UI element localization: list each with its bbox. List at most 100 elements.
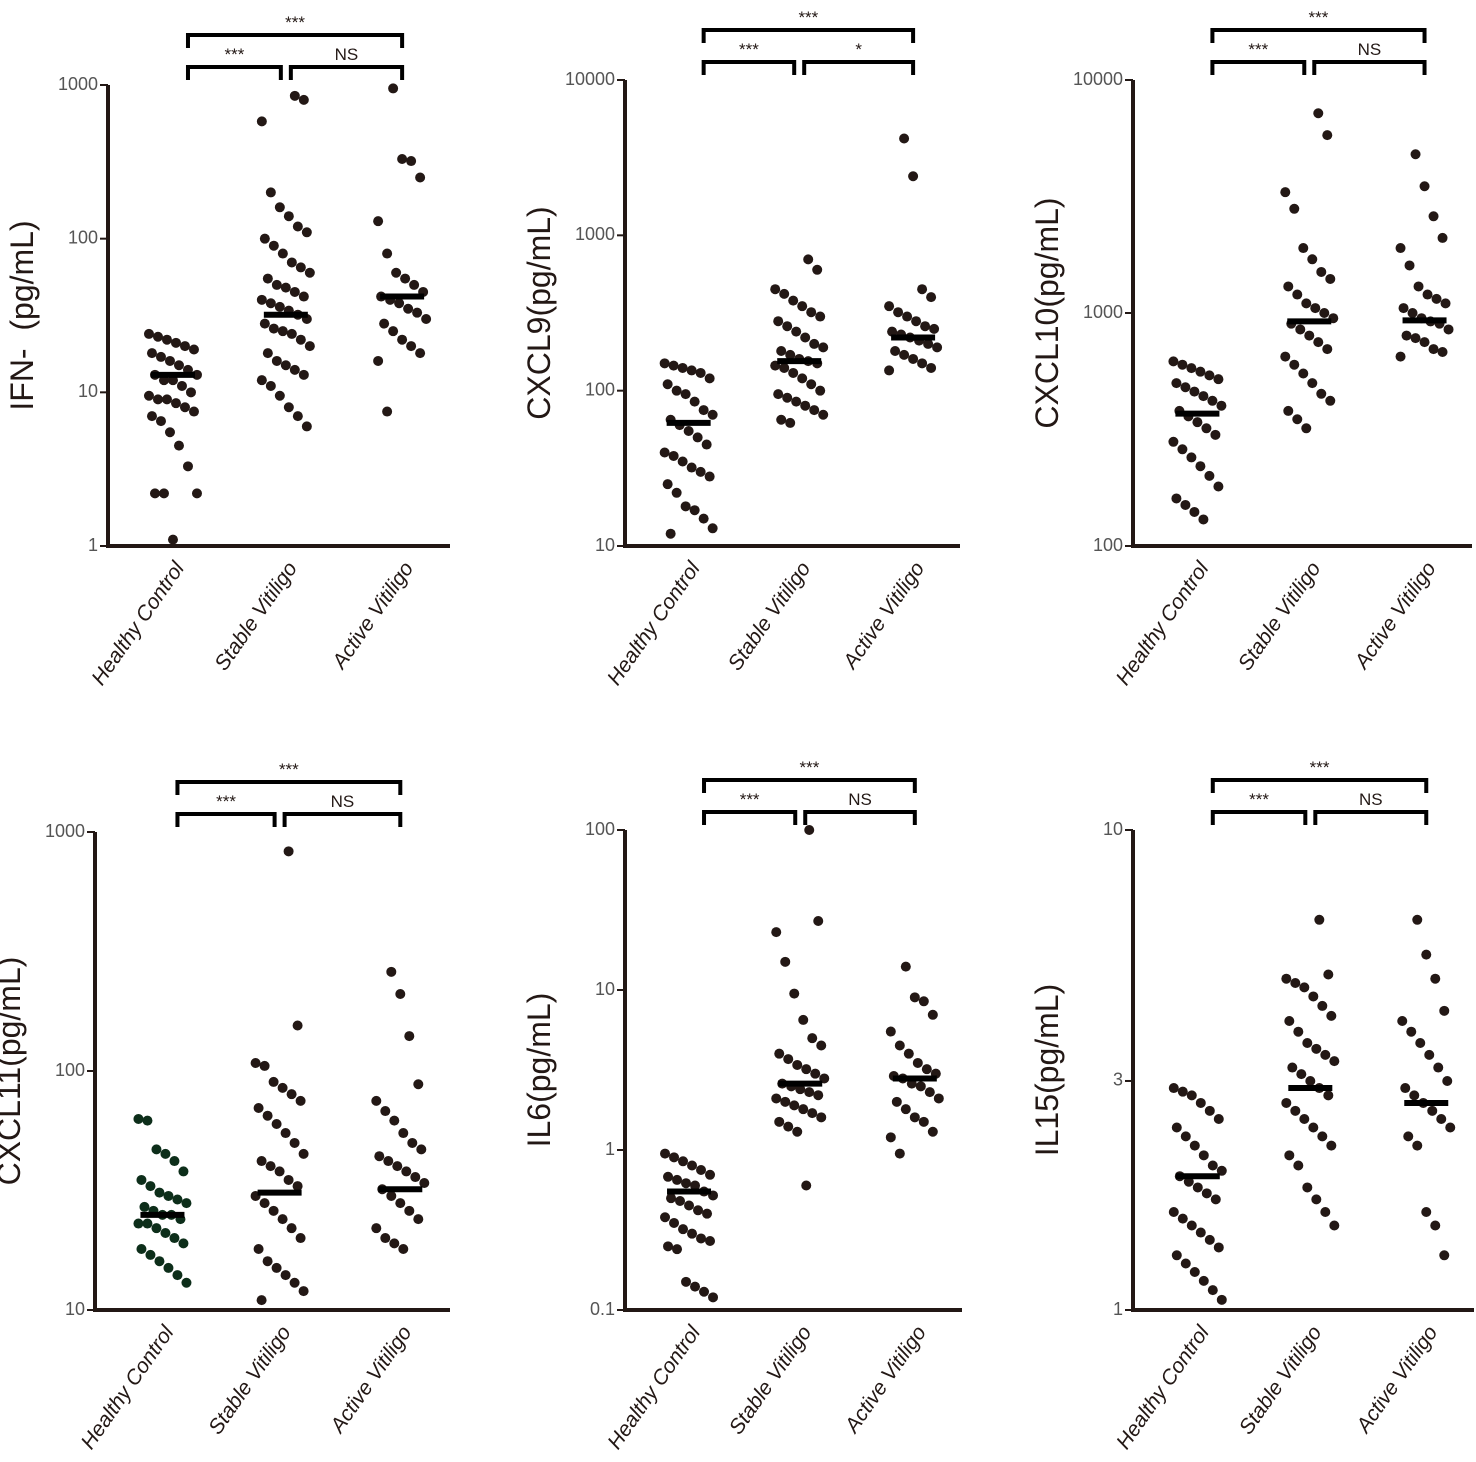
data-point [776,346,787,357]
data-point [179,402,190,413]
data-point [788,295,799,306]
data-point [782,321,793,332]
x-tick-label: Healthy Control [1112,557,1215,690]
data-point [1437,347,1448,358]
data-point [668,360,679,371]
data-point [797,301,808,312]
data-point [191,488,202,499]
data-point [1213,1242,1224,1253]
data-point [785,349,796,360]
data-point [1413,281,1424,292]
data-point [1430,1220,1441,1231]
data-point [188,406,199,417]
data-point [280,360,291,371]
data-point [1305,1075,1316,1086]
data-point [899,349,910,360]
data-point [1180,499,1191,510]
data-point [695,466,706,477]
data-point [161,394,172,405]
data-point [1195,1227,1206,1238]
data-point [142,1218,153,1229]
data-point [1180,382,1191,393]
data-point [188,344,199,355]
data-point [298,94,309,105]
data-point [259,233,270,244]
data-point [663,1171,674,1182]
y-tick-label: 10 [78,381,98,401]
significance-bracket [1312,60,1427,75]
data-point [1326,1010,1337,1021]
data-point [397,153,408,164]
data-point [689,505,700,516]
data-point [774,1048,785,1059]
data-point [1400,1083,1411,1094]
data-point [146,411,157,422]
data-point [891,1096,902,1107]
data-point [1406,1026,1417,1037]
data-point [1410,149,1421,160]
y-tick-label: 1000 [45,821,85,841]
data-point [1280,351,1291,362]
data-point [164,427,175,438]
data-point [1295,324,1306,335]
significance-label: NS [1359,790,1383,809]
data-point [380,1106,391,1117]
data-point [911,316,922,327]
data-point [689,396,700,407]
data-point [1302,1037,1313,1048]
data-point [1177,359,1188,370]
significance-label: *** [285,13,305,32]
data-point [893,307,904,318]
data-point [806,307,817,318]
data-point [707,409,718,420]
data-point [1299,1113,1310,1124]
data-point [304,341,315,352]
y-axis-label: CXCL10(pg/mL) [1029,197,1065,428]
data-point [705,1235,716,1246]
significance-label: *** [1248,40,1268,59]
data-point [398,1243,409,1254]
data-point [139,1201,150,1212]
data-point [708,1292,719,1303]
data-point [1186,452,1197,463]
data-point [918,996,929,1007]
data-point [669,1152,680,1163]
data-point [1204,470,1215,481]
data-point [388,83,399,94]
data-point [1293,1160,1304,1171]
data-point [298,291,309,302]
data-point [412,307,423,318]
data-point [169,1156,180,1167]
data-point [415,172,426,183]
significance-label: *** [798,8,818,27]
data-point [788,367,799,378]
data-point [1189,506,1200,517]
x-tick-label: Active Vitiligo [325,1321,417,1438]
data-point [277,326,288,337]
significance-bracket [1210,778,1429,793]
data-point [696,1164,707,1175]
data-point [675,1196,686,1207]
data-point [286,1223,297,1234]
data-point [292,1020,303,1031]
data-point [158,488,169,499]
data-point [1216,1294,1227,1305]
data-point [797,373,808,384]
significance-label: NS [331,792,355,811]
data-point [1207,1160,1218,1171]
data-point [280,1270,291,1281]
data-point [416,1144,427,1155]
data-point [1326,1140,1337,1151]
data-point [1317,1131,1328,1142]
data-point [1287,1062,1298,1073]
data-point [1198,1275,1209,1286]
data-point [669,1217,680,1228]
data-point [1177,444,1188,455]
data-point [890,346,901,357]
data-point [1439,1005,1450,1016]
data-point [1410,333,1421,344]
data-point [816,1112,827,1123]
significance-label: *** [216,792,236,811]
data-point [792,1059,803,1070]
data-point [1281,973,1292,984]
